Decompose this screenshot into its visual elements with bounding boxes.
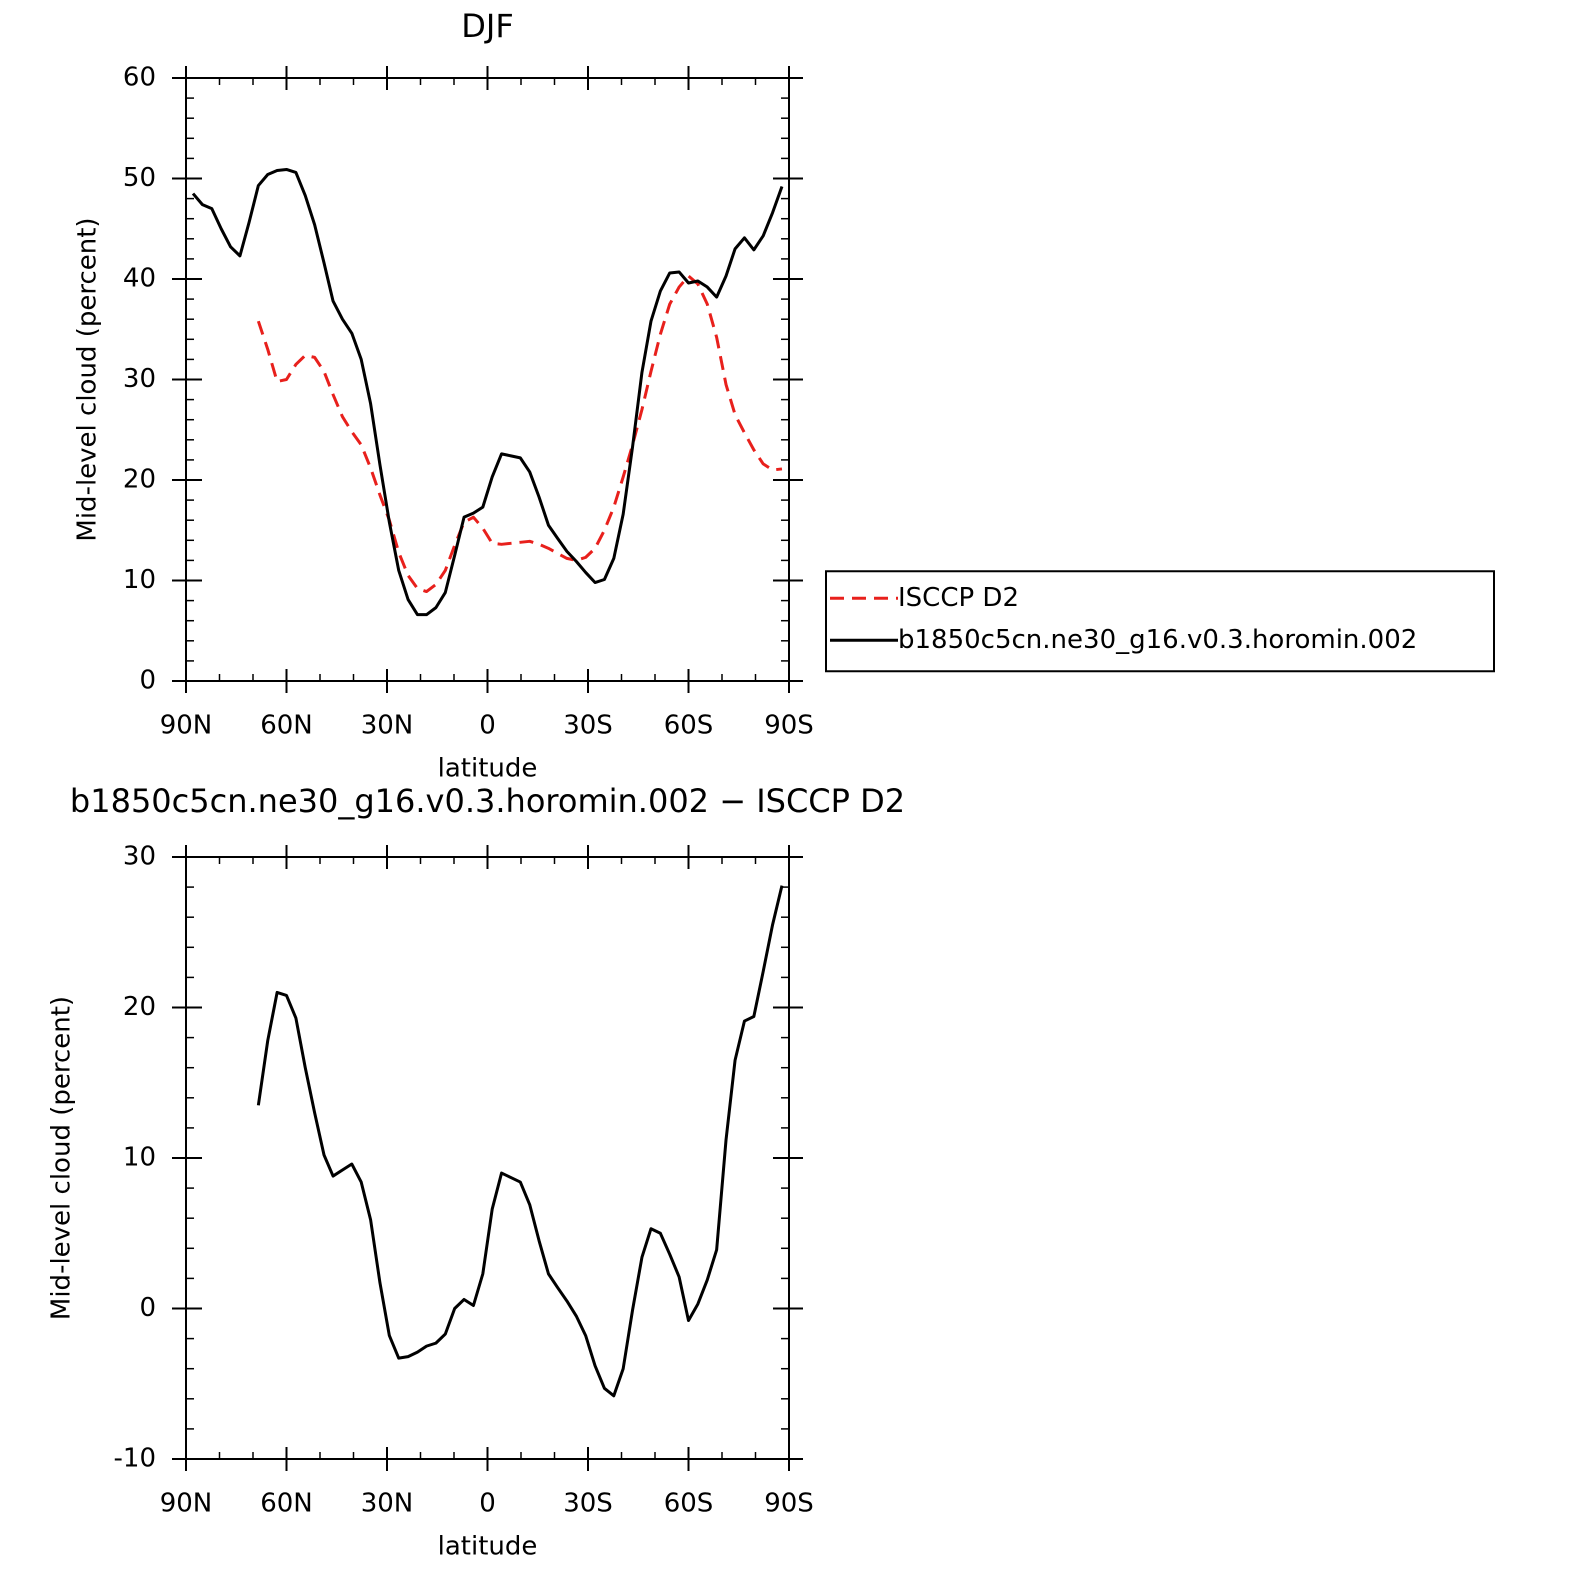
x-tick-label: 90N (160, 711, 213, 741)
x-tick-label: 90S (764, 711, 814, 741)
y-tick-label: 30 (123, 364, 156, 394)
y-tick-label: -10 (114, 1444, 156, 1474)
y-tick-label: 60 (123, 63, 156, 93)
y-tick-label: 10 (123, 1143, 156, 1173)
y-tick-label: 0 (139, 666, 156, 696)
x-tick-label: 90N (160, 1489, 213, 1519)
x-tick-label: 60N (260, 1489, 313, 1519)
x-tick-label: 60S (664, 711, 714, 741)
x-tick-label: 60N (260, 711, 313, 741)
data-line (191, 167, 784, 617)
y-tick-label: 40 (123, 264, 156, 294)
y-tick-label: 50 (123, 163, 156, 193)
x-axis-label: latitude (438, 754, 538, 784)
x-axis-label: latitude (438, 1532, 538, 1562)
y-tick-label: 30 (123, 842, 156, 872)
data-line (256, 885, 784, 1398)
x-tick-label: 60S (664, 1489, 714, 1519)
plot-frame (185, 856, 790, 1460)
x-tick-label: 30S (563, 1489, 613, 1519)
y-tick-label: 20 (123, 465, 156, 495)
x-tick-label: 90S (764, 1489, 814, 1519)
chart-title: b1850c5cn.ne30_g16.v0.3.horomin.002 − IS… (70, 782, 905, 820)
y-axis-label: Mid-level cloud (percent) (47, 996, 77, 1320)
y-tick-label: 10 (123, 565, 156, 595)
legend-label: ISCCP D2 (898, 583, 1019, 613)
x-tick-label: 0 (479, 711, 496, 741)
data-line (256, 274, 783, 594)
legend-box (825, 570, 1495, 673)
plot-frame (185, 77, 790, 682)
x-tick-label: 0 (479, 1489, 496, 1519)
chart-title: DJF (461, 7, 513, 45)
x-tick-label: 30S (563, 711, 613, 741)
x-tick-label: 30N (361, 1489, 414, 1519)
y-tick-label: 0 (139, 1293, 156, 1323)
y-axis-label: Mid-level cloud (percent) (73, 217, 103, 541)
y-tick-label: 20 (123, 992, 156, 1022)
x-tick-label: 30N (361, 711, 414, 741)
legend-label: b1850c5cn.ne30_g16.v0.3.horomin.002 (898, 625, 1417, 655)
